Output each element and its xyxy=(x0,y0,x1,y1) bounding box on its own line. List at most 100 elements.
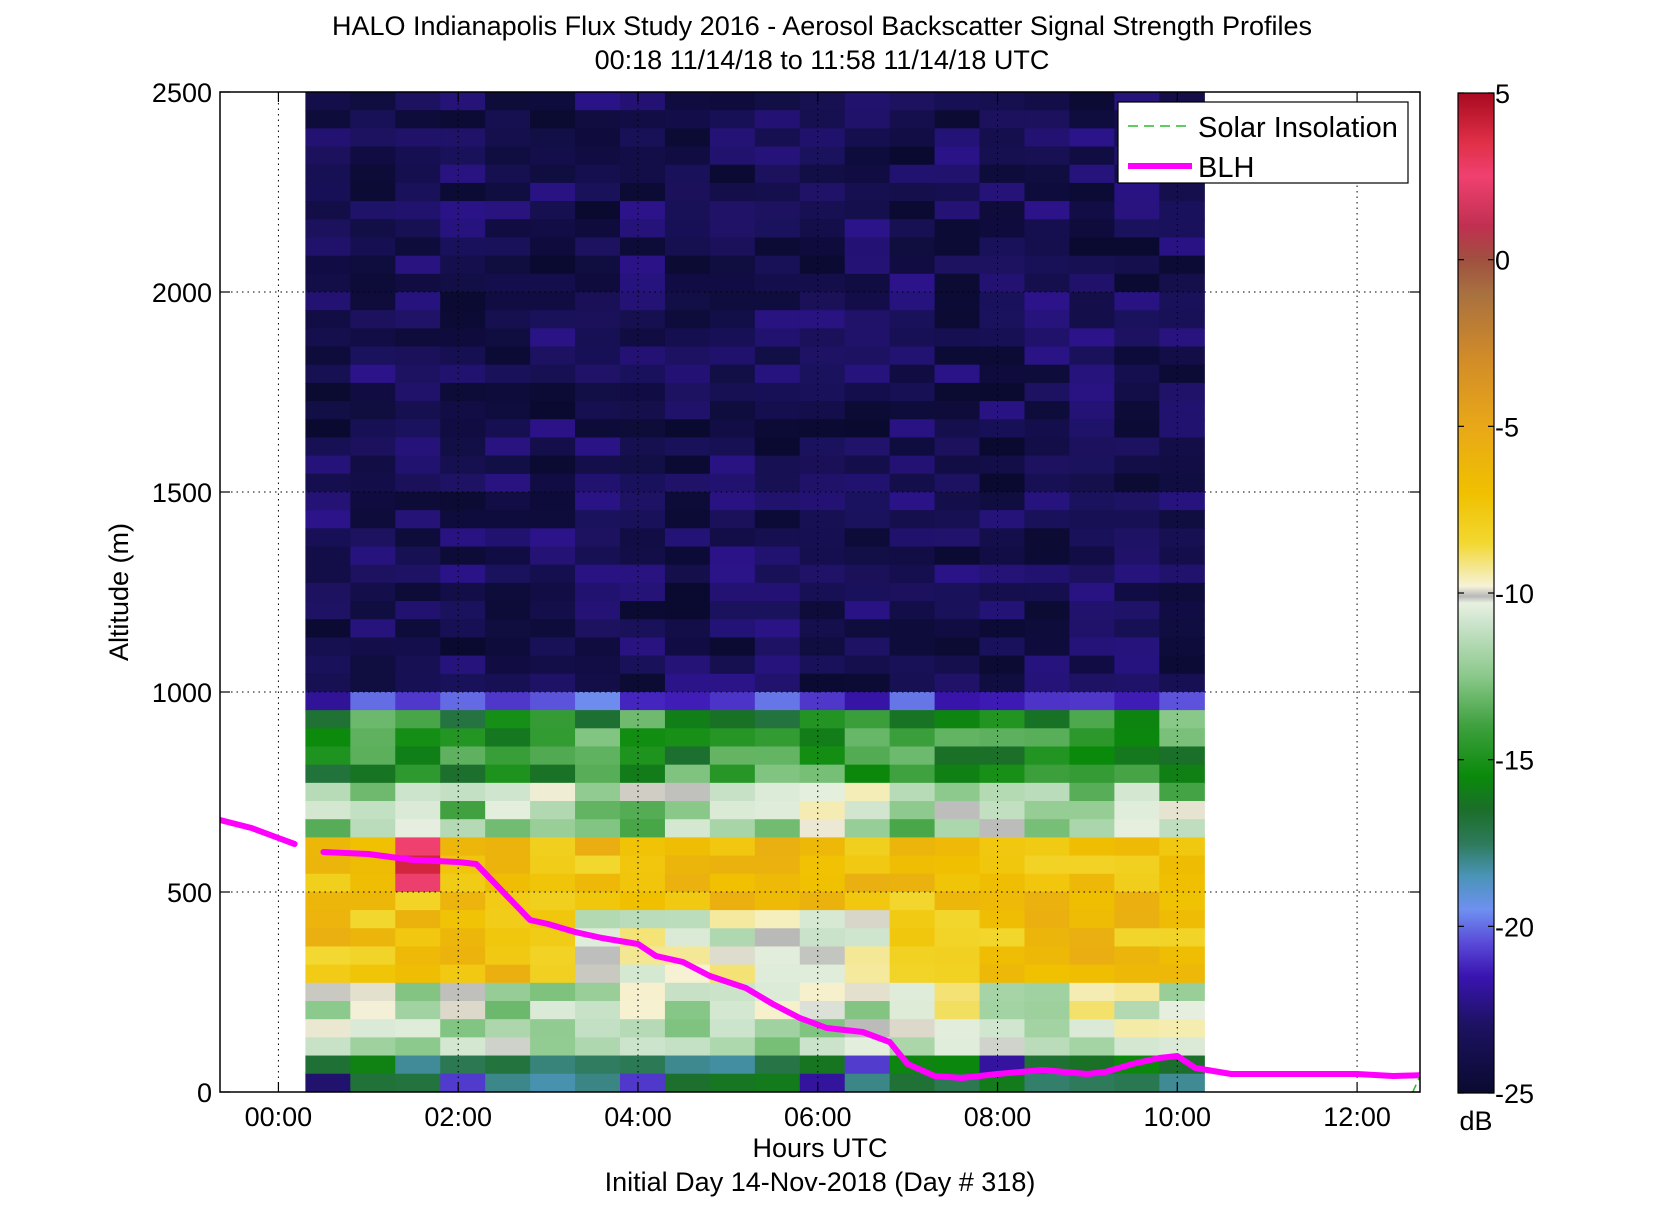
heatmap-cell xyxy=(664,128,711,148)
heatmap-cell xyxy=(620,691,666,711)
heatmap-cell xyxy=(575,946,621,966)
heatmap-cell xyxy=(664,873,711,893)
heatmap-cell xyxy=(485,801,531,820)
heatmap-cell xyxy=(530,310,576,329)
heatmap-cell xyxy=(889,564,936,584)
heatmap-cell xyxy=(485,237,531,257)
heatmap-cell xyxy=(709,710,756,729)
heatmap-cell xyxy=(620,891,666,911)
heatmap-cell xyxy=(485,182,531,202)
heatmap-cell xyxy=(485,491,531,511)
heatmap-cell xyxy=(1159,182,1205,202)
heatmap-cell xyxy=(350,801,396,820)
heatmap-cell xyxy=(575,746,621,766)
heatmap-cell xyxy=(575,182,621,202)
heatmap-cell xyxy=(1159,382,1205,402)
blh-line xyxy=(320,849,1420,1081)
heatmap-cell xyxy=(799,510,846,529)
heatmap-cell xyxy=(620,510,666,529)
heatmap-cell xyxy=(395,655,441,675)
heatmap-cell xyxy=(889,855,936,875)
heatmap-cell xyxy=(979,455,1026,475)
heatmap-cell xyxy=(440,273,486,293)
heatmap-cell xyxy=(799,255,846,275)
heatmap-cell xyxy=(530,182,576,202)
legend: Solar Insolation BLH xyxy=(1117,101,1409,184)
heatmap-cell xyxy=(485,1001,531,1020)
heatmap-cell xyxy=(1024,837,1071,857)
heatmap-cell xyxy=(664,546,711,566)
heatmap-cell xyxy=(305,510,351,529)
colorbar: 5 0 -5 -10 -15 -20 -25 dB xyxy=(1457,79,1534,1136)
heatmap-cell xyxy=(709,746,756,766)
heatmap-cell xyxy=(889,1019,936,1038)
heatmap-cell xyxy=(1159,219,1205,239)
heatmap-cell xyxy=(1069,855,1115,875)
heatmap-cell xyxy=(1114,1001,1160,1020)
heatmap-cell xyxy=(889,1001,936,1020)
heatmap-cell xyxy=(934,710,981,729)
heatmap-cell xyxy=(799,110,846,129)
heatmap-cell xyxy=(889,110,936,129)
heatmap-cell xyxy=(1069,1073,1115,1092)
heatmap-cell xyxy=(754,910,801,929)
heatmap-cell xyxy=(530,401,576,420)
heatmap-cell xyxy=(395,528,441,548)
heatmap-cell xyxy=(889,964,936,984)
heatmap-cell xyxy=(575,201,621,220)
heatmap-cell xyxy=(1024,637,1071,657)
heatmap-cell xyxy=(1024,1073,1071,1092)
heatmap-cell xyxy=(799,491,846,511)
heatmap-cell xyxy=(1024,146,1071,166)
heatmap-cell xyxy=(1069,110,1115,129)
heatmap-cell xyxy=(844,801,891,820)
heatmap-cell xyxy=(799,910,846,929)
heatmap-cell xyxy=(575,364,621,384)
heatmap-cell xyxy=(395,291,441,311)
heatmap-cell xyxy=(934,255,981,275)
heatmap-cell xyxy=(305,364,351,384)
heatmap-cell xyxy=(709,382,756,402)
heatmap-cell xyxy=(620,837,666,857)
heatmap-cell xyxy=(844,473,891,493)
chart-subtitle: 00:18 11/14/18 to 11:58 11/14/18 UTC xyxy=(595,45,1050,75)
heatmap-cell xyxy=(979,291,1026,311)
heatmap-cell xyxy=(395,382,441,402)
heatmap-cell xyxy=(440,1055,486,1075)
heatmap-cell xyxy=(889,346,936,366)
heatmap-cell xyxy=(305,182,351,202)
heatmap-cell xyxy=(889,419,936,439)
heatmap-cell xyxy=(979,1073,1026,1092)
heatmap-cell xyxy=(530,237,576,257)
heatmap-cell xyxy=(1159,310,1205,329)
heatmap-cell xyxy=(530,110,576,129)
heatmap-cell xyxy=(440,291,486,311)
heatmap-cell xyxy=(440,564,486,584)
heatmap-cell xyxy=(575,401,621,420)
heatmap-cell xyxy=(709,182,756,202)
heatmap-cell xyxy=(1069,401,1115,420)
heatmap-cell xyxy=(485,328,531,348)
heatmap-cell xyxy=(799,291,846,311)
heatmap-cell xyxy=(1114,964,1160,984)
heatmap-cell xyxy=(620,910,666,929)
heatmap-cell xyxy=(305,782,351,802)
heatmap-cell xyxy=(620,455,666,475)
heatmap-cell xyxy=(844,582,891,602)
heatmap-cell xyxy=(889,891,936,911)
heatmap-cell xyxy=(575,1019,621,1038)
heatmap-cell xyxy=(844,637,891,657)
heatmap-cell xyxy=(889,255,936,275)
heatmap-cell xyxy=(1024,201,1071,220)
heatmap-cell xyxy=(440,910,486,929)
heatmap-cell xyxy=(575,255,621,275)
heatmap-cell xyxy=(305,146,351,166)
heatmap-cell xyxy=(1024,528,1071,548)
heatmap-cell xyxy=(620,201,666,220)
heatmap-cell xyxy=(709,837,756,857)
heatmap-cell xyxy=(305,728,351,748)
heatmap-cell xyxy=(754,328,801,348)
heatmap-cell xyxy=(440,491,486,511)
heatmap-cell xyxy=(440,782,486,802)
heatmap-cell xyxy=(440,546,486,566)
